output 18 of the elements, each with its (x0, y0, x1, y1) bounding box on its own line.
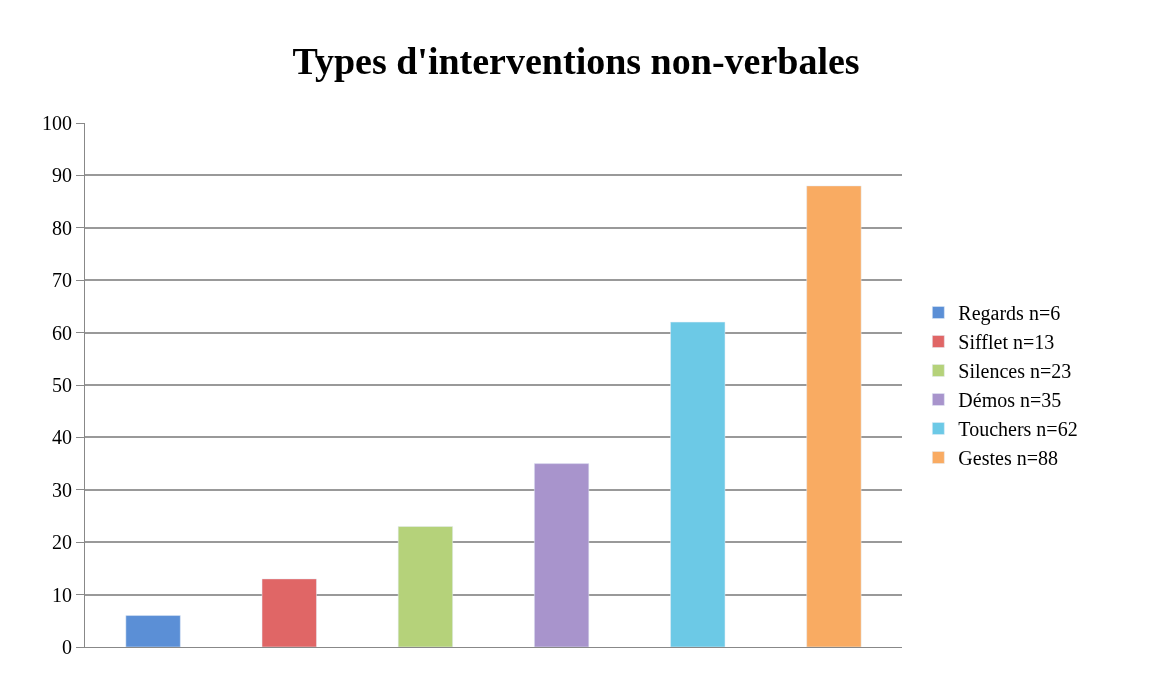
legend-label: Touchers n=62 (958, 418, 1078, 441)
y-tick-label: 70 (52, 269, 72, 292)
y-tick-label: 100 (42, 112, 72, 134)
legend-label: Gestes n=88 (958, 447, 1058, 470)
y-tick-label: 50 (52, 374, 72, 396)
y-tick-label: 10 (52, 583, 72, 606)
legend-label: Silences n=23 (958, 360, 1072, 383)
y-tick-label: 30 (52, 478, 72, 501)
y-tick-label: 0 (62, 636, 72, 658)
legend-label: Regards n=6 (958, 302, 1061, 326)
y-tick-label: 40 (52, 426, 72, 449)
y-tick-label: 90 (52, 164, 72, 187)
y-tick-label: 20 (52, 531, 72, 554)
legend-label: Sifflet n=13 (958, 331, 1055, 354)
chart-title: Types d'interventions non-verbales (292, 39, 860, 82)
y-tick-label: 80 (52, 216, 72, 239)
y-tick-label: 60 (52, 321, 72, 344)
legend-label: Démos n=35 (958, 389, 1062, 412)
